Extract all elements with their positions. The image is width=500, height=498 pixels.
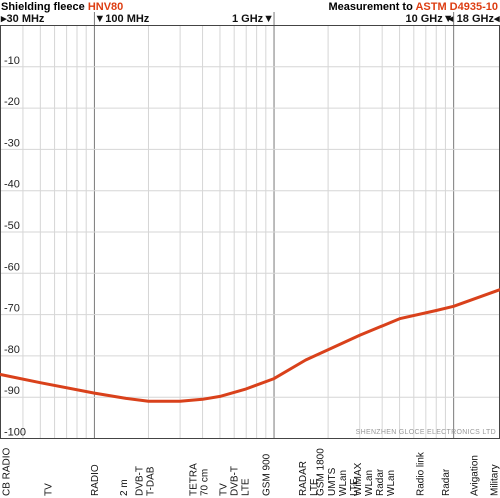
y-tick-label: -100 [4,427,26,439]
frequency-labels: ▸30 MHz ▼100 MHz 1 GHz▼ 10 GHz▼◂ 18 GHz◂ [0,13,500,25]
band-label: Military [490,464,500,496]
band-label: RADIO [90,464,101,496]
y-tick-label: -60 [4,261,20,273]
band-label: CB RADIO [2,447,13,496]
horizontal-grid [0,66,500,398]
header-right-prefix: Measurement to [328,1,415,13]
header-left-prefix: Shielding fleece [1,1,88,13]
band-label: DVB-T [135,466,146,496]
band-label: TETRA [189,463,200,496]
y-tick-label: -40 [4,179,20,191]
header-right-accent: ASTM D4935-10 [415,1,498,13]
band-label: Radar [375,468,386,496]
frequency-label: ◂ 18 GHz◂ [447,13,500,25]
band-label: DVB-T [230,466,241,496]
band-label: TV [219,483,230,496]
y-tick-label: -20 [4,96,20,108]
band-label: T-DAB [146,466,157,496]
band-label: WLan [338,470,349,496]
chart-header-left: Shielding fleece HNV80 [1,1,123,13]
band-label: GSM 1800 [315,448,326,496]
band-label: WLan [364,470,375,496]
band-label: RADAR [298,461,309,496]
chart-header-right: Measurement to ASTM D4935-10 [328,1,498,13]
band-labels: CB RADIO TV RADIO 2 m DVB-T T-DAB TETRA 70 cm TV… [2,447,500,496]
band-label: GSM 900 [261,453,272,496]
shielding-curve [0,288,500,403]
band-label: LTE [349,478,360,496]
y-tick-label: -50 [4,220,20,232]
band-label: Avigation [470,455,481,496]
band-label: 70 cm [200,469,211,496]
band-label: LTE [309,478,320,496]
band-label: Radar [441,468,452,496]
y-tick-label: -70 [4,303,20,315]
band-label: 2 m [119,479,130,496]
y-tick-labels: -10 -20 -30 -40 -50 -60 -70 -80 -90 -100 [4,55,26,439]
frequency-label: 10 GHz▼ [405,13,453,25]
watermark: SHENZHEN GLOCE ELECTRONICS LTD [356,429,496,436]
frequency-label: ▸30 MHz [0,13,45,25]
band-label: WLan [386,470,397,496]
frequency-label: 1 GHz▼ [232,13,274,25]
header-left-accent: HNV80 [88,1,123,13]
vertical-grid [22,12,455,439]
frequency-label: ▼100 MHz [94,13,149,25]
band-label: TV [43,483,54,496]
band-label: Radio link [416,451,427,496]
y-tick-label: -10 [4,55,20,67]
band-label: UMTS [327,467,338,496]
band-label: WiMAX [353,462,364,496]
y-tick-label: -30 [4,137,20,149]
y-tick-label: -90 [4,385,20,397]
y-tick-label: -80 [4,344,20,356]
band-label: LTE [241,478,252,496]
